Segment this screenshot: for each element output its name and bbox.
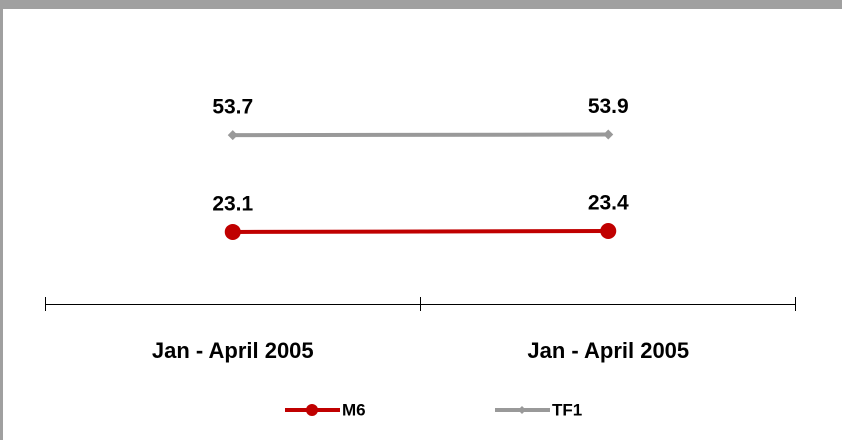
point <box>600 222 617 239</box>
x-tick-label: Jan - April 2005 <box>527 338 689 363</box>
top-border <box>0 0 842 9</box>
x-axis <box>45 297 796 311</box>
left-border <box>0 0 3 440</box>
series-line <box>232 132 609 138</box>
point <box>603 129 614 140</box>
x-tick-label: Jan - April 2005 <box>152 338 314 363</box>
data-label: 23.1 <box>212 192 253 215</box>
data-label: 53.7 <box>212 96 253 119</box>
data-label: 23.4 <box>588 192 629 215</box>
data-label: 53.9 <box>588 95 629 118</box>
point <box>227 130 238 141</box>
point <box>224 223 241 240</box>
legend-label: M6 <box>342 400 366 419</box>
legend-marker <box>518 406 526 414</box>
legend-label: TF1 <box>552 400 582 419</box>
legend-marker <box>306 404 318 416</box>
series-line <box>232 228 609 234</box>
